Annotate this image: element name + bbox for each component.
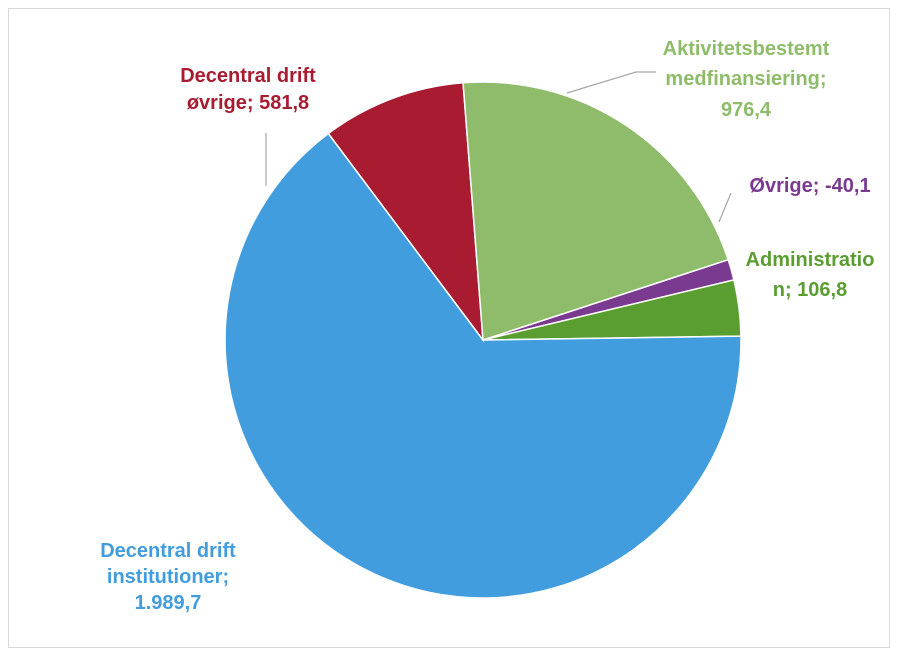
leader-line [718, 192, 732, 223]
pie-slice-decentral-drift-vrige [327, 81, 484, 343]
data-label: Decentral drift institutioner; 1.989,7 [100, 540, 236, 614]
data-label: Decentral drift øvrige; 581,8 [180, 65, 316, 114]
data-label-line: Øvrige; -40,1 [749, 175, 870, 197]
data-label: Administratio n; 106,8 [746, 249, 875, 301]
data-label-line: Decentral drift [100, 540, 236, 562]
data-label: Øvrige; -40,1 [749, 175, 870, 197]
data-label-line: øvrige; 581,8 [187, 92, 309, 114]
data-label-line: medfinansiering; [665, 68, 826, 90]
data-label-line: Administratio [746, 249, 875, 271]
pie-slice-decentral-drift-institutioner [224, 132, 742, 599]
data-label-line: n; 106,8 [773, 279, 847, 301]
data-label-line: Decentral drift [180, 65, 316, 87]
leader-line [566, 71, 656, 94]
data-label-line: 976,4 [721, 99, 772, 121]
data-label-line: Aktivitetsbestemt [663, 38, 830, 60]
data-label-line: institutioner; [107, 566, 229, 588]
data-label-line: 1.989,7 [135, 592, 202, 614]
pie-slice-aktivitetsbestemt-medfinansiering [462, 81, 730, 342]
data-label: Aktivitetsbestemt medfinansiering; 976,4 [663, 38, 830, 121]
